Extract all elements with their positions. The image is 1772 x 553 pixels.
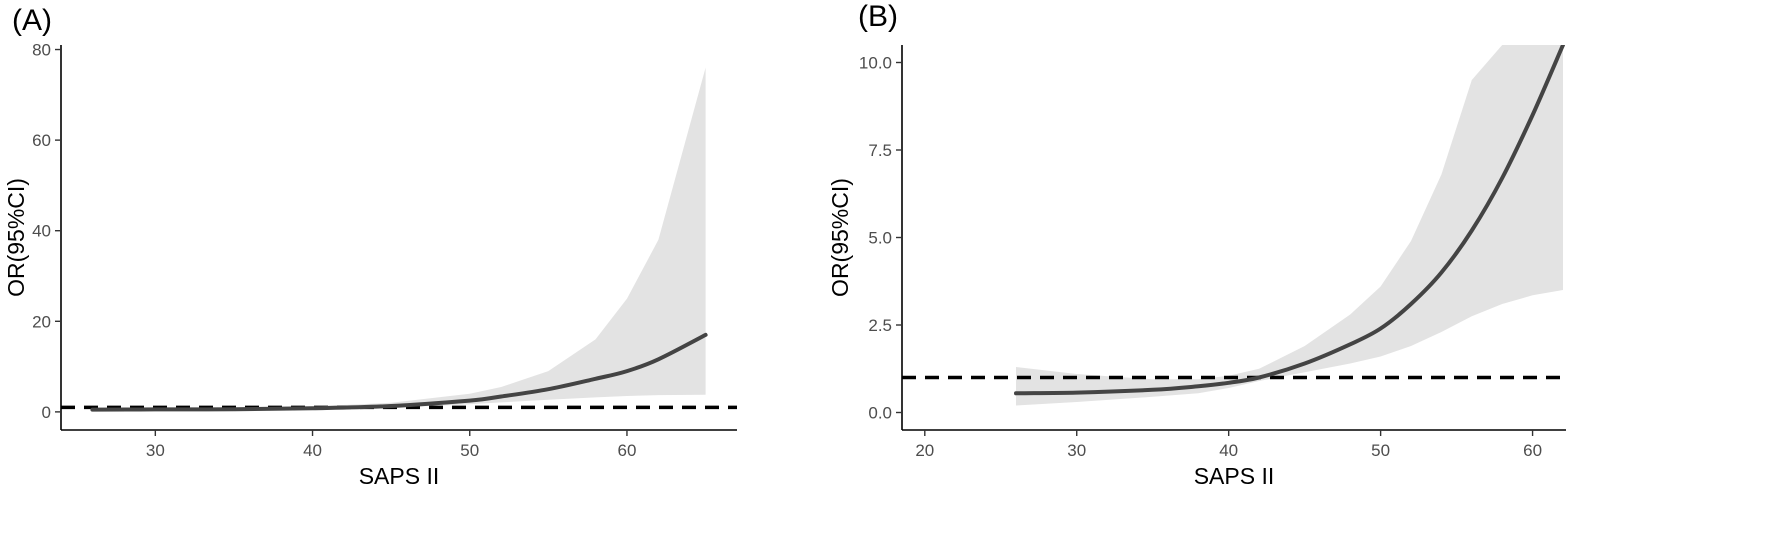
x-axis-title: SAPS II [359, 463, 440, 489]
y-tick-label: 40 [32, 222, 51, 241]
x-tick-label: 40 [1219, 441, 1238, 460]
x-tick-label: 30 [1067, 441, 1086, 460]
x-tick-label: 60 [617, 441, 636, 460]
panel-label: (A) [12, 4, 52, 37]
x-tick-label: 60 [1523, 441, 1542, 460]
panel-b: 20 30 40 50 60 0.0 2.5 5.0 7.5 10.0 SAPS II OR(95%C… [827, 0, 1566, 489]
y-tick-label: 10.0 [859, 54, 892, 73]
y-tick-label: 0 [42, 403, 51, 422]
x-tick-label: 30 [146, 441, 165, 460]
x-axis-title: SAPS II [1194, 463, 1275, 489]
x-tick-label: 20 [915, 441, 934, 460]
plot-area [61, 67, 737, 412]
y-tick-label: 20 [32, 312, 51, 331]
confidence-band [1016, 45, 1563, 406]
y-tick-label: 0.0 [868, 404, 892, 423]
x-tick-label: 50 [1371, 441, 1390, 460]
panel-a: 30 40 50 60 0 20 40 60 80 SAPS II OR(95%CI) (A) [3, 4, 737, 489]
y-tick-label: 2.5 [868, 316, 892, 335]
or-curve [90, 332, 708, 412]
y-tick-label: 60 [32, 131, 51, 150]
y-tick-label: 80 [32, 41, 51, 60]
y-tick-label: 5.0 [868, 229, 892, 248]
y-tick-label: 7.5 [868, 141, 892, 160]
plot-area [902, 45, 1566, 406]
or-curve [1014, 45, 1565, 396]
x-tick-label: 50 [460, 441, 479, 460]
y-axis-title: OR(95%CI) [827, 178, 853, 297]
panel-label: (B) [858, 0, 898, 33]
x-tick-label: 40 [303, 441, 322, 460]
y-axis-title: OR(95%CI) [3, 178, 29, 297]
confidence-band [92, 67, 706, 412]
